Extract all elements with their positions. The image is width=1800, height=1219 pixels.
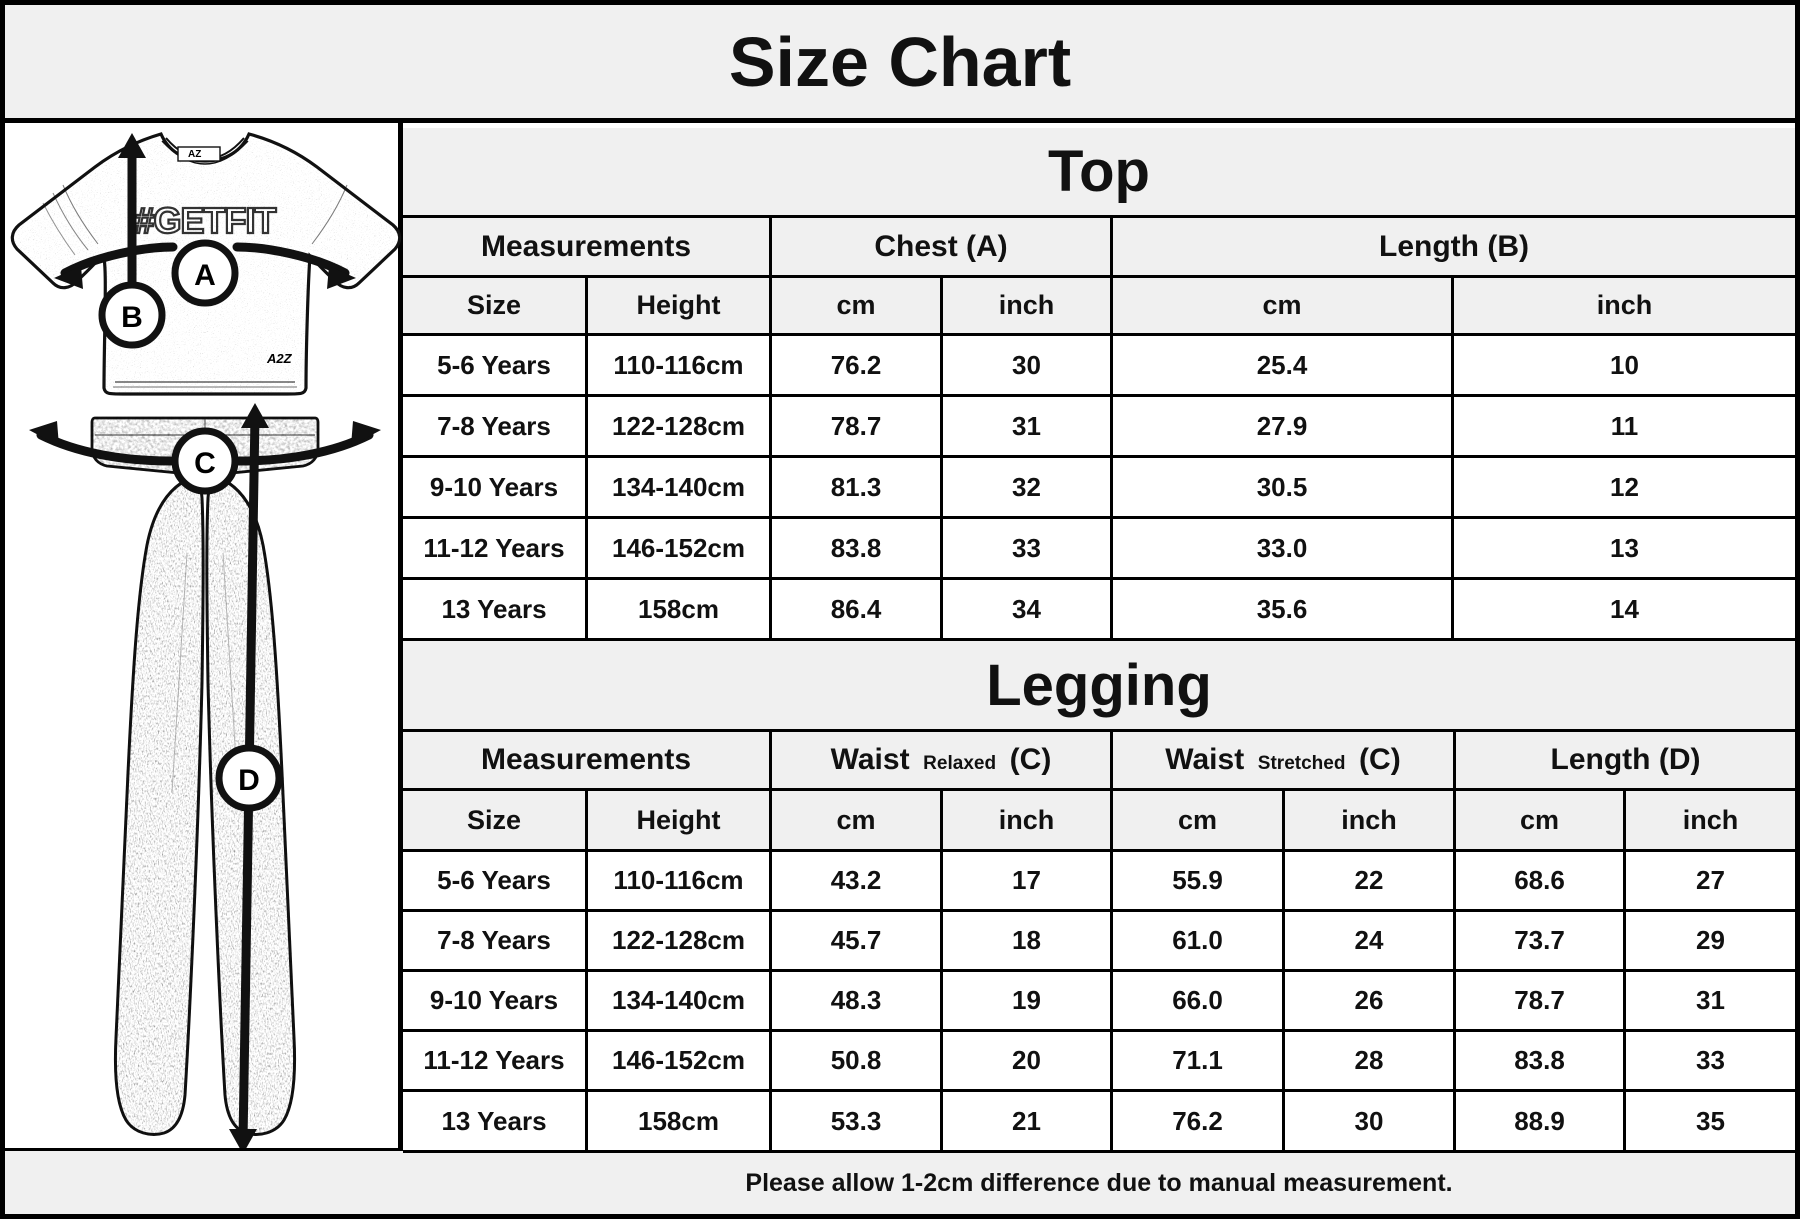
svg-text:C: C xyxy=(194,447,216,480)
svg-text:D: D xyxy=(238,764,260,797)
svg-text:AZ: AZ xyxy=(188,149,201,160)
svg-text:A2Z: A2Z xyxy=(266,351,293,366)
svg-text:A: A xyxy=(194,259,216,292)
svg-text:#GETFIT: #GETFIT xyxy=(134,200,276,241)
svg-text:B: B xyxy=(121,301,143,334)
